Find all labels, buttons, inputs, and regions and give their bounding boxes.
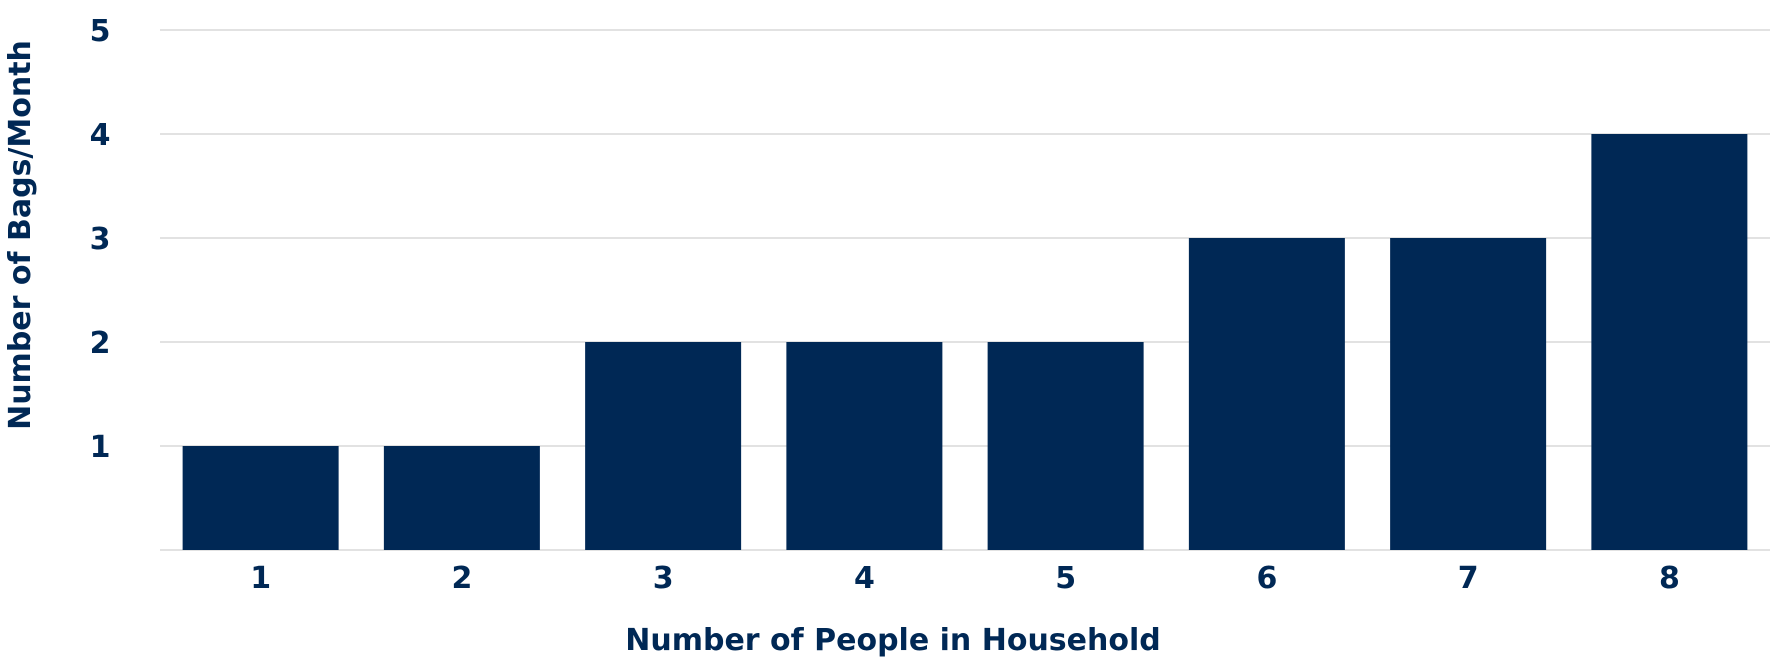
bar-6 bbox=[1188, 238, 1345, 550]
y-tick-label: 2 bbox=[90, 326, 111, 361]
bar-8 bbox=[1591, 134, 1748, 550]
bar-5 bbox=[987, 342, 1144, 550]
bars bbox=[182, 134, 1748, 550]
y-tick-label: 3 bbox=[90, 222, 111, 257]
x-axis-title: Number of People in Household bbox=[625, 623, 1160, 658]
y-tick-label: 5 bbox=[90, 14, 111, 49]
bar-1 bbox=[182, 446, 339, 550]
x-tick-label: 7 bbox=[1458, 561, 1479, 596]
bar-4 bbox=[786, 342, 943, 550]
bar-7 bbox=[1390, 238, 1547, 550]
x-tick-label: 8 bbox=[1659, 561, 1680, 596]
x-tick-label: 6 bbox=[1256, 561, 1277, 596]
y-axis-title: Number of Bags/Month bbox=[3, 40, 38, 430]
x-tick-label: 4 bbox=[854, 561, 875, 596]
y-tick-labels: 1 2 3 4 5 bbox=[90, 14, 111, 465]
x-tick-label: 5 bbox=[1055, 561, 1076, 596]
y-tick-label: 4 bbox=[90, 118, 111, 153]
x-tick-label: 3 bbox=[653, 561, 674, 596]
y-tick-label: 1 bbox=[90, 430, 111, 465]
bar-2 bbox=[383, 446, 540, 550]
x-tick-label: 2 bbox=[451, 561, 472, 596]
bar-3 bbox=[585, 342, 742, 550]
x-tick-labels: 1 2 3 4 5 6 7 8 bbox=[250, 561, 1680, 596]
x-tick-label: 1 bbox=[250, 561, 271, 596]
